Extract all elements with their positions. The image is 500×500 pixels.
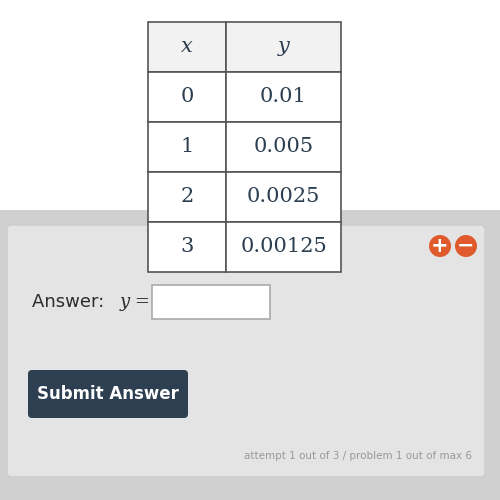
Text: 0.005: 0.005: [254, 138, 314, 156]
Text: 3: 3: [180, 238, 194, 256]
Text: 1: 1: [180, 138, 194, 156]
Text: 2: 2: [180, 188, 194, 206]
Text: attempt 1 out of 3 / problem 1 out of max 6: attempt 1 out of 3 / problem 1 out of ma…: [244, 451, 472, 461]
Bar: [0, 0, 500, 210]
Text: 0: 0: [180, 88, 194, 106]
Bar: [148, 22, 226, 72]
Bar: [226, 222, 341, 272]
Bar: [148, 222, 226, 272]
Text: y: y: [278, 38, 289, 56]
Bar: [148, 72, 226, 122]
Bar: [226, 72, 341, 122]
Text: 0.0025: 0.0025: [247, 188, 320, 206]
Circle shape: [429, 235, 451, 257]
Bar: [226, 122, 341, 172]
Text: y =: y =: [120, 293, 151, 311]
Bar: [152, 285, 270, 319]
Text: x: x: [181, 38, 193, 56]
Text: −: −: [457, 236, 475, 256]
Circle shape: [455, 235, 477, 257]
FancyBboxPatch shape: [28, 370, 188, 418]
Bar: [226, 22, 341, 72]
Text: 0.00125: 0.00125: [240, 238, 327, 256]
Text: Submit Answer: Submit Answer: [37, 385, 179, 403]
FancyBboxPatch shape: [7, 225, 485, 477]
Bar: [226, 172, 341, 222]
Bar: [148, 172, 226, 222]
Text: 0.01: 0.01: [260, 88, 307, 106]
Text: +: +: [431, 236, 449, 256]
Text: Answer:: Answer:: [32, 293, 116, 311]
Bar: [148, 122, 226, 172]
